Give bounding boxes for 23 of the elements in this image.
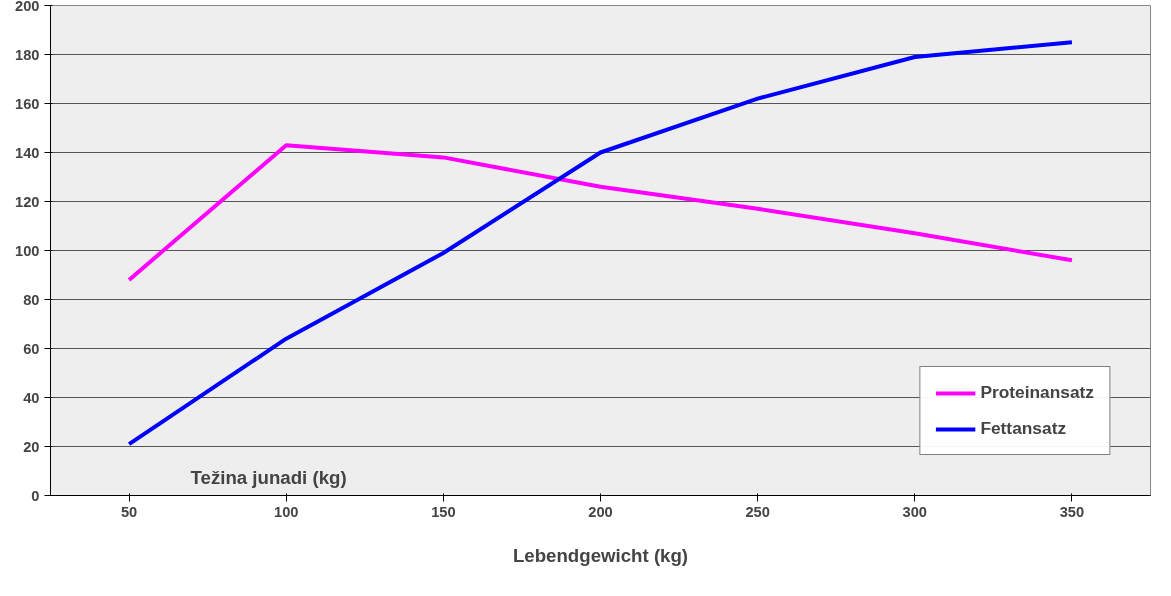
x-tick-label: 150 [431, 503, 456, 520]
y-tick-label: 80 [23, 291, 40, 308]
y-tick-label: 60 [23, 340, 40, 357]
x-tick-label: 350 [1059, 503, 1085, 520]
x-tick-label: 200 [588, 503, 613, 520]
y-tick-label: 160 [15, 95, 40, 112]
line-series [127, 143, 1074, 282]
x-tick-label: 300 [902, 503, 928, 520]
legend-label: Fettansatz [980, 418, 1067, 439]
y-tick-label: 180 [15, 46, 40, 63]
x-tick-label: 250 [745, 503, 770, 520]
y-tick-label: 120 [15, 193, 40, 210]
y-tick-label: 0 [31, 487, 40, 504]
x-tick-label: 100 [273, 503, 299, 520]
legend-label: Proteinansatz [980, 382, 1094, 403]
annotation: Težina junadi (kg) [190, 466, 347, 488]
y-tick-label: 40 [23, 389, 40, 406]
x-axis-title: Lebendgewicht (kg) [512, 544, 689, 566]
x-tick-label: 50 [120, 503, 138, 520]
y-tick-label: 200 [15, 0, 40, 14]
y-tick-label: 100 [15, 242, 40, 259]
y-tick-label: 20 [23, 438, 40, 455]
y-tick-label: 140 [15, 144, 40, 161]
